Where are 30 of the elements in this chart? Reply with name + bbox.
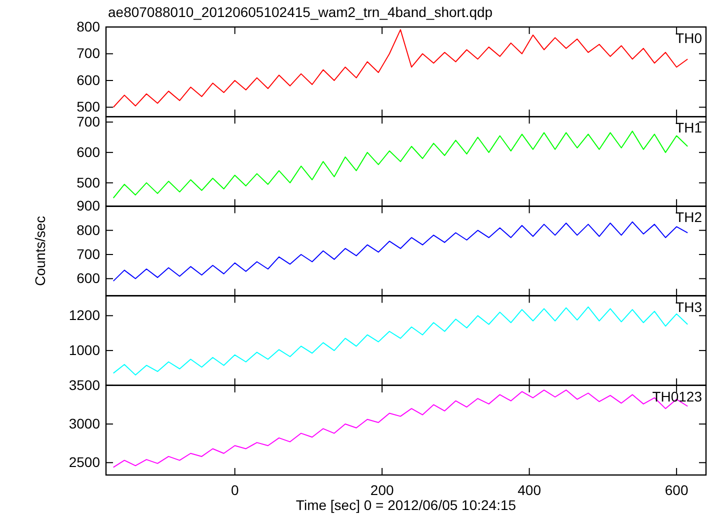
series-label: TH0 [676, 30, 702, 46]
y-tick-label: 1000 [68, 342, 100, 358]
x-tick-label: 400 [518, 482, 542, 498]
y-tick-label: 1200 [68, 307, 100, 324]
series-label: TH0123 [652, 388, 702, 404]
y-tick-label: 700 [76, 45, 100, 62]
y-tick-label: 500 [76, 98, 100, 115]
y-tick-label: 3500 [68, 376, 100, 393]
y-tick-label: 800 [76, 18, 100, 34]
y-tick-label: 2500 [68, 454, 100, 470]
x-tick-label: 0 [230, 482, 239, 498]
y-tick-label: 900 [76, 198, 100, 214]
series-label: TH1 [676, 120, 702, 136]
series-label: TH2 [676, 209, 702, 226]
line-series [112, 221, 688, 282]
line-series [112, 130, 688, 198]
x-axis-title: Time [sec] 0 = 2012/06/05 10:24:15 [296, 497, 516, 513]
y-tick-label: 600 [76, 72, 100, 88]
y-tick-label: 3000 [68, 416, 100, 432]
y-tick-label: 800 [76, 222, 100, 238]
x-tick-label: 600 [664, 482, 688, 498]
series-label: TH3 [676, 298, 702, 315]
y-tick-label: 500 [76, 174, 100, 190]
y-tick-label: 700 [76, 246, 100, 262]
y-tick-label: 600 [76, 270, 100, 286]
chart-title: ae807088010_20120605102415_wam2_trn_4band_short.qdp [108, 4, 493, 20]
x-tick-label: 200 [370, 482, 394, 498]
y-axis-title: Counts/sec [32, 216, 48, 286]
y-tick-label: 700 [76, 114, 100, 130]
y-tick-label: 600 [76, 144, 100, 160]
